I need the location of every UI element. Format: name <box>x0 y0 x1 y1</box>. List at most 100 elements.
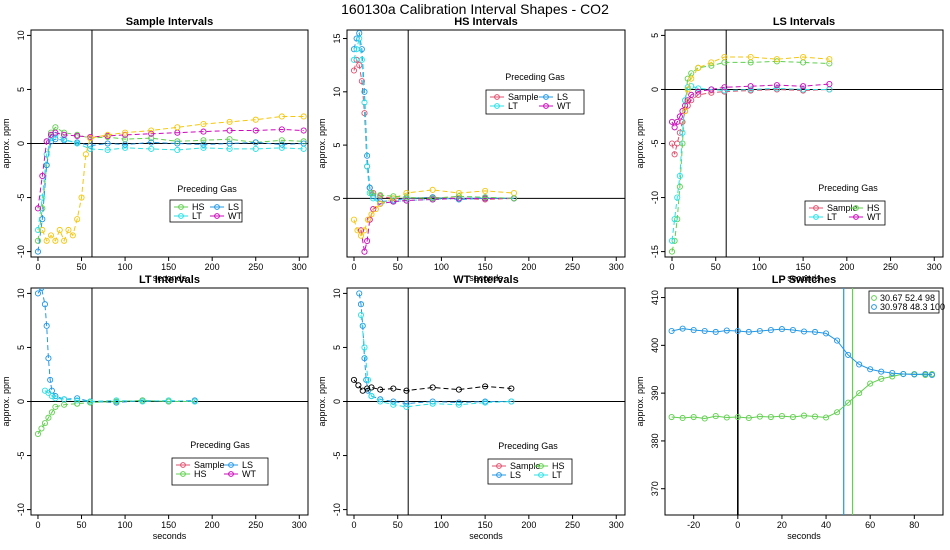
y-tick-label: 0 <box>332 196 342 201</box>
data-point <box>800 83 807 90</box>
x-tick-label: 100 <box>118 520 133 530</box>
data-point <box>403 190 410 197</box>
x-axis-label: seconds <box>787 531 821 541</box>
x-tick-label: 60 <box>865 520 875 530</box>
x-tick-label: 250 <box>248 262 263 272</box>
data-point <box>74 397 81 404</box>
data-point <box>191 398 198 405</box>
panel-title: LP Switches <box>772 274 837 286</box>
data-point <box>43 151 50 158</box>
data-point <box>767 413 774 421</box>
x-tick-label: 20 <box>777 520 787 530</box>
series-line <box>360 197 514 252</box>
legend-label: Sample <box>508 92 539 102</box>
x-tick-label: 250 <box>565 262 580 272</box>
y-tick-label: 400 <box>650 338 660 353</box>
x-tick-label: -20 <box>687 520 700 530</box>
series-line <box>358 293 512 405</box>
legend-title: Preceding Gas <box>190 440 250 450</box>
data-point <box>856 361 863 368</box>
series-line <box>353 31 514 203</box>
data-point <box>390 385 397 392</box>
data-point <box>679 108 686 115</box>
series-line <box>41 115 304 243</box>
data-point <box>800 412 808 419</box>
data-point <box>845 351 852 358</box>
y-axis-label: approx. ppm <box>635 376 645 426</box>
series-line <box>353 189 515 237</box>
data-point <box>368 384 375 391</box>
x-tick-label: 50 <box>393 262 403 272</box>
data-point <box>43 237 50 244</box>
data-point <box>668 413 675 421</box>
data-point <box>671 151 678 158</box>
y-tick-label: -5 <box>332 452 342 460</box>
data-point <box>773 56 780 63</box>
data-point <box>34 226 42 234</box>
data-point <box>364 152 371 159</box>
data-point <box>721 84 728 91</box>
x-tick-label: 150 <box>161 520 176 530</box>
data-point <box>823 330 830 337</box>
data-point <box>747 83 754 90</box>
data-point <box>823 414 830 421</box>
data-point <box>47 232 55 239</box>
data-point <box>708 89 715 96</box>
data-point <box>684 75 691 82</box>
legend-label: HS <box>194 469 207 479</box>
legend-box <box>804 200 886 226</box>
legend-label: LS <box>557 92 568 102</box>
data-point <box>200 144 207 151</box>
data-point <box>252 116 259 123</box>
legend-title: Preceding Gas <box>818 183 878 193</box>
x-tick-label: 50 <box>77 262 87 272</box>
x-tick-label: 0 <box>35 520 40 530</box>
x-tick-label: 100 <box>118 262 133 272</box>
plot-frame <box>346 29 626 258</box>
data-point <box>695 91 702 98</box>
data-point <box>900 370 907 378</box>
legend-swatch-marker <box>543 94 549 100</box>
legend-label: Sample <box>827 203 858 213</box>
data-point <box>122 144 129 151</box>
y-tick-label: 10 <box>332 288 342 298</box>
x-tick-label: 150 <box>478 262 493 272</box>
legend-label: 30.978 48.3 100 <box>880 302 945 312</box>
data-point <box>43 322 50 329</box>
legend: Preceding Gas Sample HS LS LT <box>487 441 573 485</box>
data-point <box>34 237 42 244</box>
data-point <box>39 205 46 212</box>
series-line <box>671 88 830 155</box>
data-point <box>403 194 410 201</box>
series-line <box>353 379 512 392</box>
data-point <box>403 400 410 407</box>
x-tick-label: 100 <box>434 520 449 530</box>
data-point <box>366 216 373 223</box>
data-point <box>368 393 375 400</box>
data-point <box>200 137 207 144</box>
y-axis-label: approx. ppm <box>635 118 645 168</box>
data-point <box>889 370 896 377</box>
data-point <box>226 136 233 143</box>
data-point <box>148 135 155 142</box>
y-tick-label: -10 <box>650 191 660 204</box>
data-point <box>789 327 797 334</box>
data-point <box>353 35 360 42</box>
data-point <box>756 327 763 335</box>
series-line <box>671 373 933 419</box>
y-axis-label: approx. ppm <box>317 118 327 168</box>
legend-swatch-marker <box>180 471 186 477</box>
series-line <box>37 134 304 231</box>
data-point <box>747 86 754 93</box>
x-tick-label: 100 <box>752 262 767 272</box>
data-point <box>43 138 50 145</box>
legend-swatch-marker <box>178 213 184 219</box>
data-point <box>200 141 207 148</box>
panel-title: LT Intervals <box>139 274 200 286</box>
y-tick-label: -5 <box>16 194 26 202</box>
data-point <box>701 327 708 335</box>
data-point <box>403 403 410 410</box>
data-point <box>482 399 489 406</box>
x-tick-label: 0 <box>35 262 40 272</box>
data-point <box>350 376 358 383</box>
